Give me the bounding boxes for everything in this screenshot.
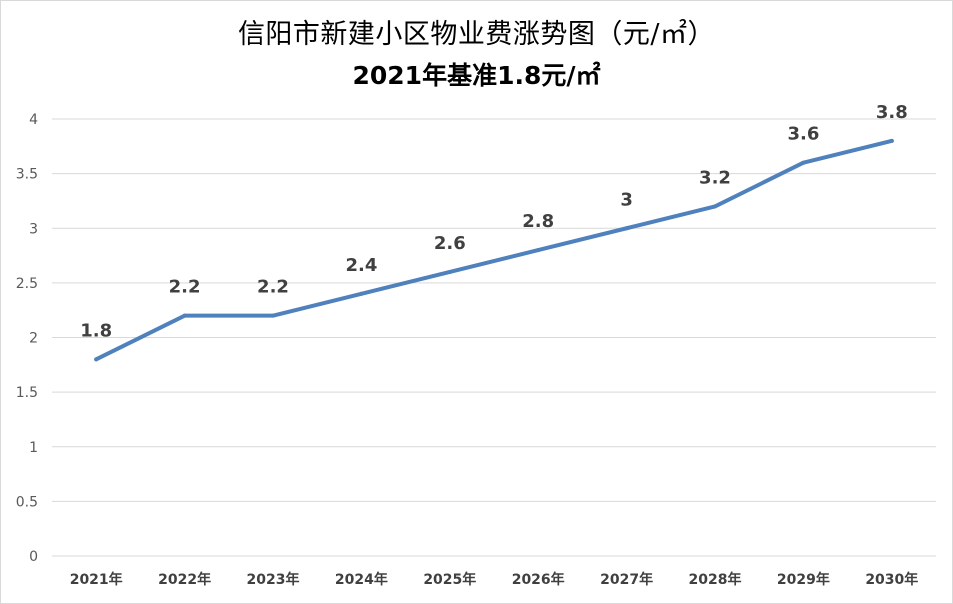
x-tick-label: 2026年	[512, 571, 565, 588]
data-label: 2.4	[345, 255, 377, 276]
y-axis-tick-labels: 0 0.5 1 1.5 2 2.5 3 3.5 4	[16, 112, 38, 565]
x-tick-label: 2028年	[689, 571, 742, 588]
y-tick-label: 0	[29, 549, 38, 565]
x-tick-label: 2024年	[335, 571, 388, 588]
data-point	[624, 226, 629, 231]
data-label: 2.2	[257, 277, 289, 298]
x-tick-label: 2023年	[247, 571, 300, 588]
x-tick-label: 2022年	[158, 571, 211, 588]
series-line	[94, 138, 894, 362]
data-point	[182, 313, 187, 318]
data-point	[447, 269, 452, 274]
data-label: 2.2	[169, 277, 201, 298]
data-label: 1.8	[80, 320, 112, 341]
x-tick-label: 2030年	[865, 571, 918, 588]
data-point	[94, 357, 99, 362]
gridlines	[52, 118, 936, 557]
y-tick-label: 1.5	[16, 385, 38, 401]
y-tick-label: 0.5	[16, 494, 38, 510]
data-label: 3.8	[876, 102, 908, 123]
x-tick-label: 2027年	[600, 571, 653, 588]
y-tick-label: 1	[29, 440, 38, 456]
y-tick-label: 2.5	[16, 276, 38, 292]
data-point	[889, 138, 894, 143]
data-label: 3.6	[787, 124, 819, 145]
data-point	[536, 248, 541, 253]
data-label: 2.8	[522, 211, 554, 232]
data-labels: 1.8 2.2 2.2 2.4 2.6 2.8 3 3.2 3.6 3.8	[80, 102, 907, 342]
data-label: 2.6	[434, 233, 466, 254]
x-tick-label: 2029年	[777, 571, 830, 588]
data-point	[801, 160, 806, 165]
series-line-layer	[94, 138, 894, 362]
y-tick-label: 4	[29, 112, 38, 128]
data-label: 3	[620, 189, 633, 210]
y-tick-label: 3	[29, 221, 38, 237]
x-axis-tick-labels: 2021年 2022年 2023年 2024年 2025年 2026年 2027年 2028年…	[70, 571, 919, 588]
data-point	[713, 204, 717, 209]
data-point	[359, 291, 364, 296]
y-tick-label: 3.5	[16, 167, 38, 183]
data-point	[271, 313, 275, 318]
x-tick-label: 2021年	[70, 571, 123, 588]
y-tick-label: 2	[29, 331, 38, 347]
chart-subtitle: 2021年基准1.8元/㎡	[352, 61, 601, 90]
data-label: 3.2	[699, 167, 731, 188]
chart-title: 信阳市新建小区物业费涨势图（元/㎡）	[237, 19, 716, 50]
x-tick-label: 2025年	[423, 571, 476, 588]
